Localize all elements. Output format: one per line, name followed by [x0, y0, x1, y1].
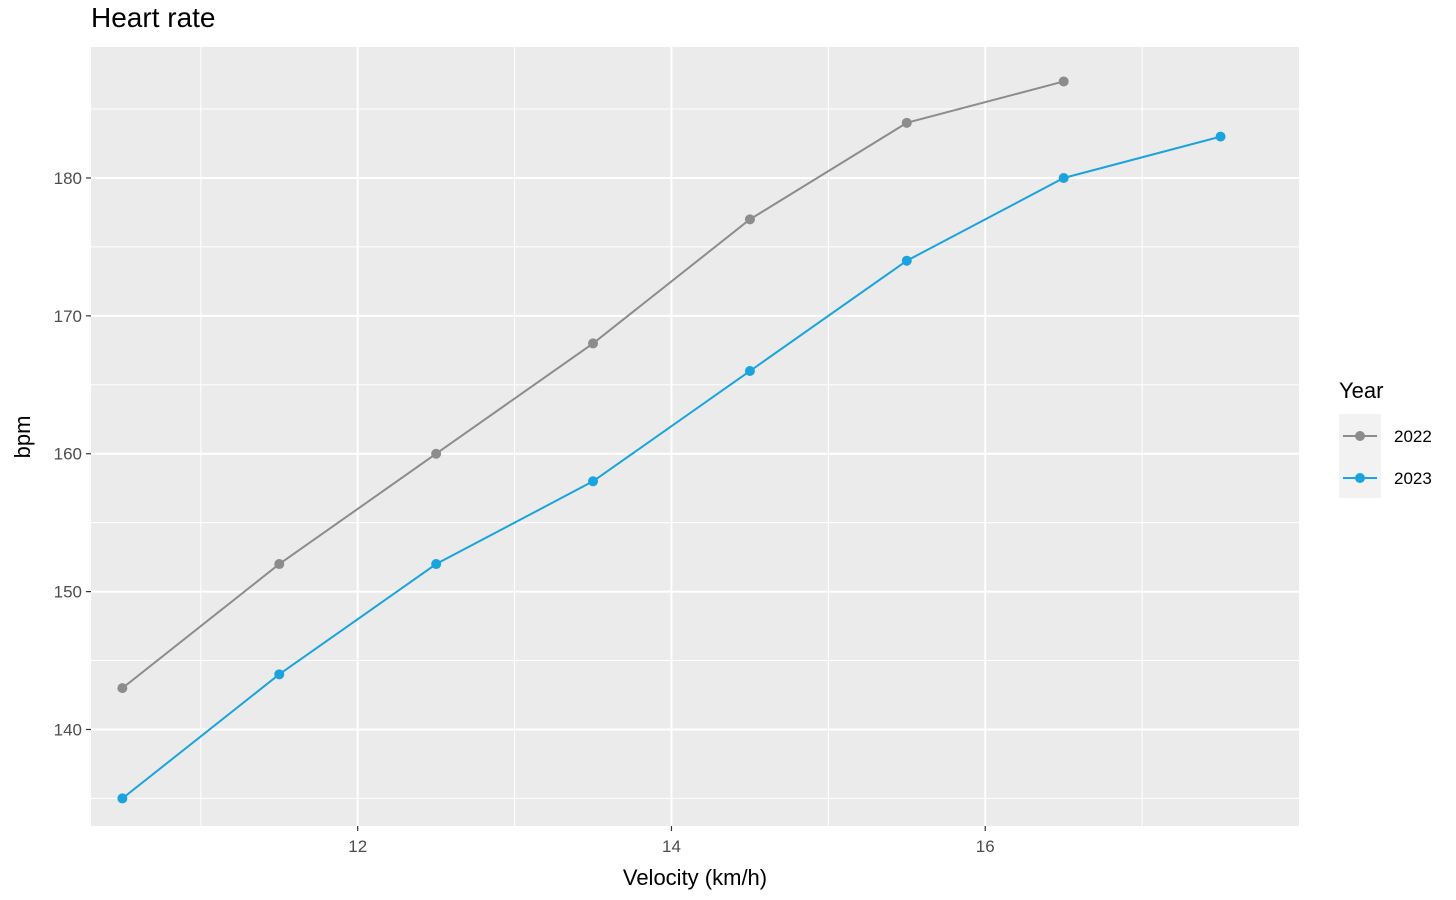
- data-point-2023: [274, 669, 285, 680]
- minor-gridlines: [91, 47, 1299, 826]
- legend-key-background: [1339, 414, 1381, 498]
- x-tick-label: 14: [662, 837, 681, 856]
- y-tick-label: 180: [54, 169, 82, 188]
- plot-panel: [91, 47, 1299, 826]
- x-axis-title: Velocity (km/h): [623, 865, 767, 890]
- legend: Year 2022 2023: [1339, 378, 1432, 498]
- y-tick-label: 150: [54, 583, 82, 602]
- legend-title: Year: [1339, 378, 1383, 403]
- legend-label: 2023: [1394, 469, 1432, 488]
- series-layer: [117, 76, 1226, 804]
- data-point-2023: [588, 476, 599, 487]
- legend-key-point: [1355, 431, 1365, 441]
- y-axis-title: bpm: [10, 416, 35, 459]
- data-point-2023: [901, 255, 912, 266]
- y-tick-label: 140: [54, 720, 82, 739]
- data-point-2023: [744, 366, 755, 377]
- x-tick-label: 16: [976, 837, 995, 856]
- data-point-2023: [431, 559, 442, 570]
- data-point-2023: [1215, 131, 1226, 142]
- series-line-2023: [121, 135, 1221, 800]
- y-axis: 140 150 160 170 180: [54, 169, 91, 739]
- legend-key-point: [1355, 473, 1365, 483]
- data-point-2022: [901, 117, 912, 128]
- data-point-2022: [431, 448, 442, 459]
- y-tick-label: 160: [54, 445, 82, 464]
- data-point-2023: [1058, 172, 1069, 183]
- data-point-2023: [117, 793, 128, 804]
- chart-title: Heart rate: [91, 2, 216, 33]
- data-point-2022: [1058, 76, 1069, 87]
- data-point-2022: [588, 338, 599, 349]
- series-2022: [117, 76, 1069, 694]
- data-point-2022: [744, 214, 755, 225]
- x-axis: 12 14 16: [348, 826, 995, 856]
- x-tick-label: 12: [348, 837, 367, 856]
- legend-item-2022: 2022: [1343, 427, 1432, 446]
- major-gridlines: [91, 47, 1299, 826]
- series-2023: [117, 131, 1226, 804]
- data-point-2022: [117, 683, 128, 694]
- data-point-2022: [274, 559, 285, 570]
- legend-label: 2022: [1394, 427, 1432, 446]
- legend-item-2023: 2023: [1343, 469, 1432, 488]
- y-tick-label: 170: [54, 307, 82, 326]
